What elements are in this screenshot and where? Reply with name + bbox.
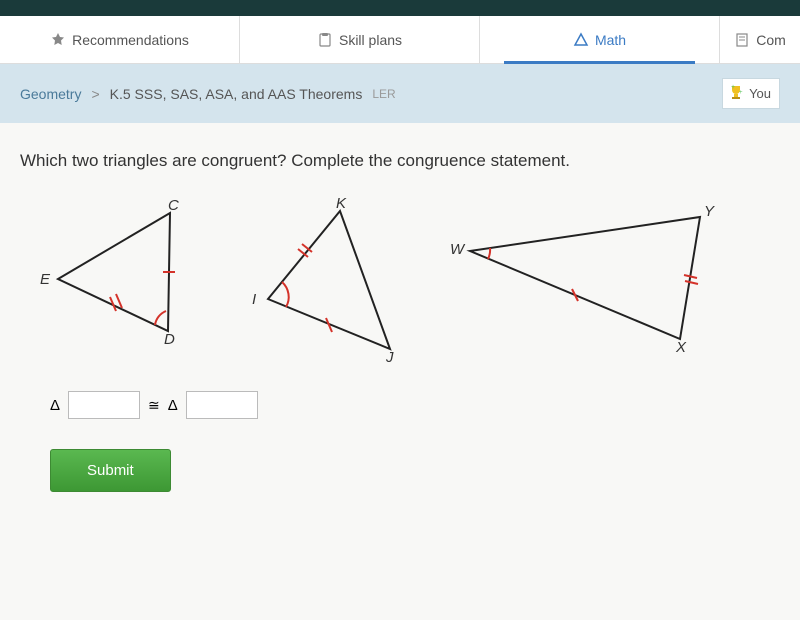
trophy-icon: ++ [727, 83, 745, 104]
breadcrumb-code: LER [372, 87, 395, 101]
content-area: Which two triangles are congruent? Compl… [0, 123, 800, 520]
clipboard-icon [317, 32, 333, 48]
delta-symbol-2: Δ [168, 397, 178, 414]
delta-symbol-1: Δ [50, 397, 60, 414]
svg-text:+: + [739, 90, 743, 96]
congruent-symbol: ≅ [148, 397, 160, 414]
breadcrumb-subject[interactable]: Geometry [20, 86, 81, 102]
vertex-d: D [164, 331, 175, 348]
you-badge[interactable]: ++ You [722, 78, 780, 109]
vertex-y: Y [704, 203, 714, 220]
nav-tabs: Recommendations Skill plans Math Com [0, 16, 800, 64]
triangle-wyx: Y W X [460, 201, 720, 351]
tab-label: Com [756, 32, 786, 48]
vertex-c: C [168, 197, 179, 214]
triangles-row: C E D K I J [20, 201, 780, 361]
triangle-ecd: C E D [40, 201, 210, 351]
breadcrumb: Geometry > K.5 SSS, SAS, ASA, and AAS Th… [20, 86, 396, 102]
breadcrumb-bar: Geometry > K.5 SSS, SAS, ASA, and AAS Th… [0, 64, 800, 123]
vertex-x: X [676, 339, 686, 356]
vertex-e: E [40, 271, 50, 288]
star-icon [50, 32, 66, 48]
vertex-j: J [386, 349, 394, 366]
triangle-input-2[interactable] [186, 391, 258, 419]
vertex-k: K [336, 195, 346, 212]
tab-label: Skill plans [339, 32, 402, 48]
tab-label: Recommendations [72, 32, 189, 48]
triangle-icon [573, 32, 589, 48]
breadcrumb-topic: K.5 SSS, SAS, ASA, and AAS Theorems [110, 86, 363, 102]
tab-math[interactable]: Math [480, 16, 720, 63]
top-bar [0, 0, 800, 16]
breadcrumb-separator: > [91, 86, 99, 102]
submit-button[interactable]: Submit [50, 449, 171, 492]
triangle-input-1[interactable] [68, 391, 140, 419]
tab-skill-plans[interactable]: Skill plans [240, 16, 480, 63]
you-label: You [749, 86, 771, 101]
tab-label: Math [595, 32, 626, 48]
answer-row: Δ ≅ Δ [20, 391, 780, 419]
vertex-i: I [252, 291, 256, 308]
triangle-ikj: K I J [250, 201, 420, 361]
question-text: Which two triangles are congruent? Compl… [20, 151, 780, 171]
svg-text:+: + [731, 84, 735, 91]
doc-icon [734, 32, 750, 48]
tab-recommendations[interactable]: Recommendations [0, 16, 240, 63]
vertex-w: W [450, 241, 464, 258]
tab-com[interactable]: Com [720, 16, 800, 63]
